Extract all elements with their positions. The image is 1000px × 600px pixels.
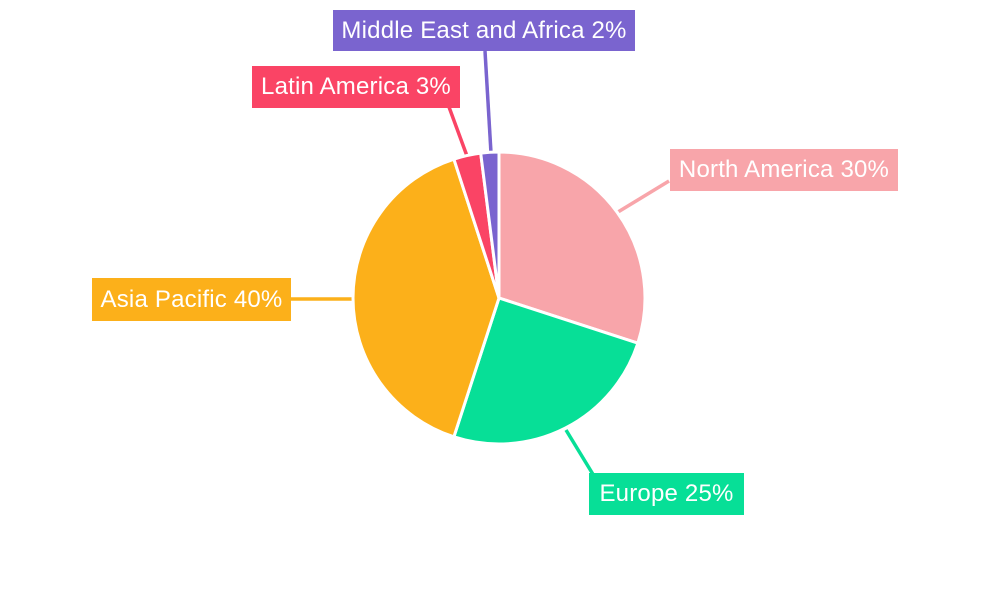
slice-label-europe: Europe 25% [589,473,744,515]
leader-line-middle-east-and-africa [483,50,493,154]
slice-label-asia-pacific: Asia Pacific 40% [92,278,291,321]
leader-line-latin-america [447,106,469,157]
leader-line-europe [564,429,596,477]
pie-slice-europe[interactable] [452,296,640,446]
pie-slice-middle-east-and-africa[interactable] [479,150,501,300]
pie-slice-north-america[interactable] [497,150,647,345]
pie-slice-asia-pacific[interactable] [351,157,501,439]
slice-label-middle-east-and-africa: Middle East and Africa 2% [333,10,635,51]
slice-label-latin-america: Latin America 3% [252,66,460,108]
slice-label-north-america: North America 30% [670,149,898,191]
leader-line-north-america [617,179,670,214]
